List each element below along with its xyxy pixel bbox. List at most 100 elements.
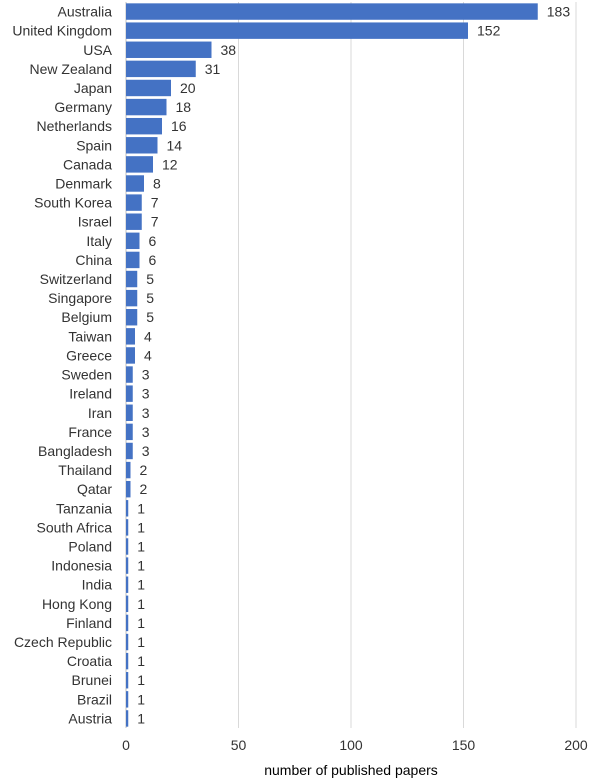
category-label: Brazil (77, 691, 112, 707)
data-label: 1 (137, 500, 145, 516)
x-tick-label: 0 (122, 737, 130, 753)
category-label: China (75, 252, 112, 268)
x-tick-labels: 0 50 100 150 200 (122, 737, 588, 753)
category-label: Australia (58, 4, 113, 20)
bar (126, 595, 129, 613)
bar (126, 22, 468, 39)
category-label: Finland (66, 615, 112, 631)
bar (126, 576, 129, 593)
category-label: Tanzania (56, 500, 112, 516)
category-label: Hong Kong (42, 596, 112, 612)
category-label: Italy (86, 233, 112, 249)
data-label: 1 (137, 558, 145, 574)
bar (126, 270, 138, 288)
data-label: 6 (149, 252, 157, 268)
bar (126, 480, 131, 498)
category-label: Canada (63, 156, 112, 172)
data-label: 5 (146, 309, 154, 325)
bar (126, 156, 153, 173)
category-label: Poland (68, 539, 112, 555)
data-label: 1 (137, 653, 145, 669)
data-label: 1 (137, 539, 145, 555)
data-label: 3 (142, 386, 150, 402)
bar (126, 98, 167, 116)
data-label: 2 (140, 462, 148, 478)
category-label: Japan (74, 80, 112, 96)
data-label: 8 (153, 176, 161, 192)
data-label: 183 (547, 4, 571, 20)
data-label: 31 (205, 61, 221, 77)
data-label: 38 (221, 42, 237, 58)
data-label: 14 (167, 137, 183, 153)
category-label: Denmark (55, 176, 113, 192)
bar (126, 672, 129, 689)
grid-lines (125, 2, 577, 728)
data-label: 1 (137, 615, 145, 631)
category-label: Switzerland (40, 271, 112, 287)
bar (126, 614, 129, 632)
data-label: 3 (142, 367, 150, 383)
category-label: India (82, 577, 113, 593)
data-label: 3 (142, 424, 150, 440)
data-label: 18 (176, 99, 192, 115)
category-labels: Australia United Kingdom USA New Zealand Jap… (12, 4, 113, 727)
bar (126, 710, 129, 727)
data-label: 12 (162, 156, 178, 172)
category-label: France (68, 424, 112, 440)
category-label: Taiwan (68, 328, 112, 344)
category-label: Israel (78, 214, 112, 230)
category-label: South Korea (34, 195, 112, 211)
bar (126, 691, 129, 708)
bar (126, 3, 538, 20)
category-label: Indonesia (51, 558, 112, 574)
x-tick-label: 150 (452, 737, 476, 753)
category-label: Ireland (69, 386, 112, 402)
bar (126, 442, 133, 460)
x-tick-label: 50 (231, 737, 247, 753)
bar (126, 347, 135, 364)
data-label: 2 (140, 481, 148, 497)
category-label: Qatar (77, 481, 112, 497)
bar (126, 557, 129, 574)
category-label: Spain (76, 137, 112, 153)
category-label: United Kingdom (12, 23, 112, 39)
bar (126, 117, 162, 135)
bar (126, 385, 133, 402)
bar (126, 175, 144, 192)
category-label: New Zealand (30, 61, 113, 77)
data-label: 7 (151, 214, 159, 230)
bar (126, 60, 196, 78)
category-label: Bangladesh (38, 443, 112, 459)
category-label: Austria (68, 710, 112, 726)
data-label: 16 (171, 118, 187, 134)
bar (126, 633, 129, 651)
bar (126, 500, 129, 517)
data-label: 1 (137, 691, 145, 707)
bar (126, 251, 140, 269)
bar (126, 309, 138, 326)
bar (126, 519, 129, 536)
bar (126, 404, 133, 421)
category-label: Netherlands (37, 118, 113, 134)
data-label: 1 (137, 596, 145, 612)
data-label: 4 (144, 328, 152, 344)
data-label: 3 (142, 405, 150, 421)
data-label: 5 (146, 271, 154, 287)
data-label: 5 (146, 290, 154, 306)
x-tick-label: 100 (339, 737, 363, 753)
bar (126, 652, 129, 670)
data-label: 1 (137, 577, 145, 593)
bar (126, 232, 140, 250)
data-label: 1 (137, 710, 145, 726)
category-label: USA (83, 42, 112, 58)
category-label: South Africa (37, 519, 113, 535)
category-label: Greece (66, 347, 112, 363)
category-label: Belgium (61, 309, 112, 325)
data-label: 7 (151, 195, 159, 211)
bar (126, 79, 171, 97)
bar (126, 538, 129, 555)
bars (126, 3, 538, 727)
x-axis-label: number of published papers (264, 762, 438, 778)
